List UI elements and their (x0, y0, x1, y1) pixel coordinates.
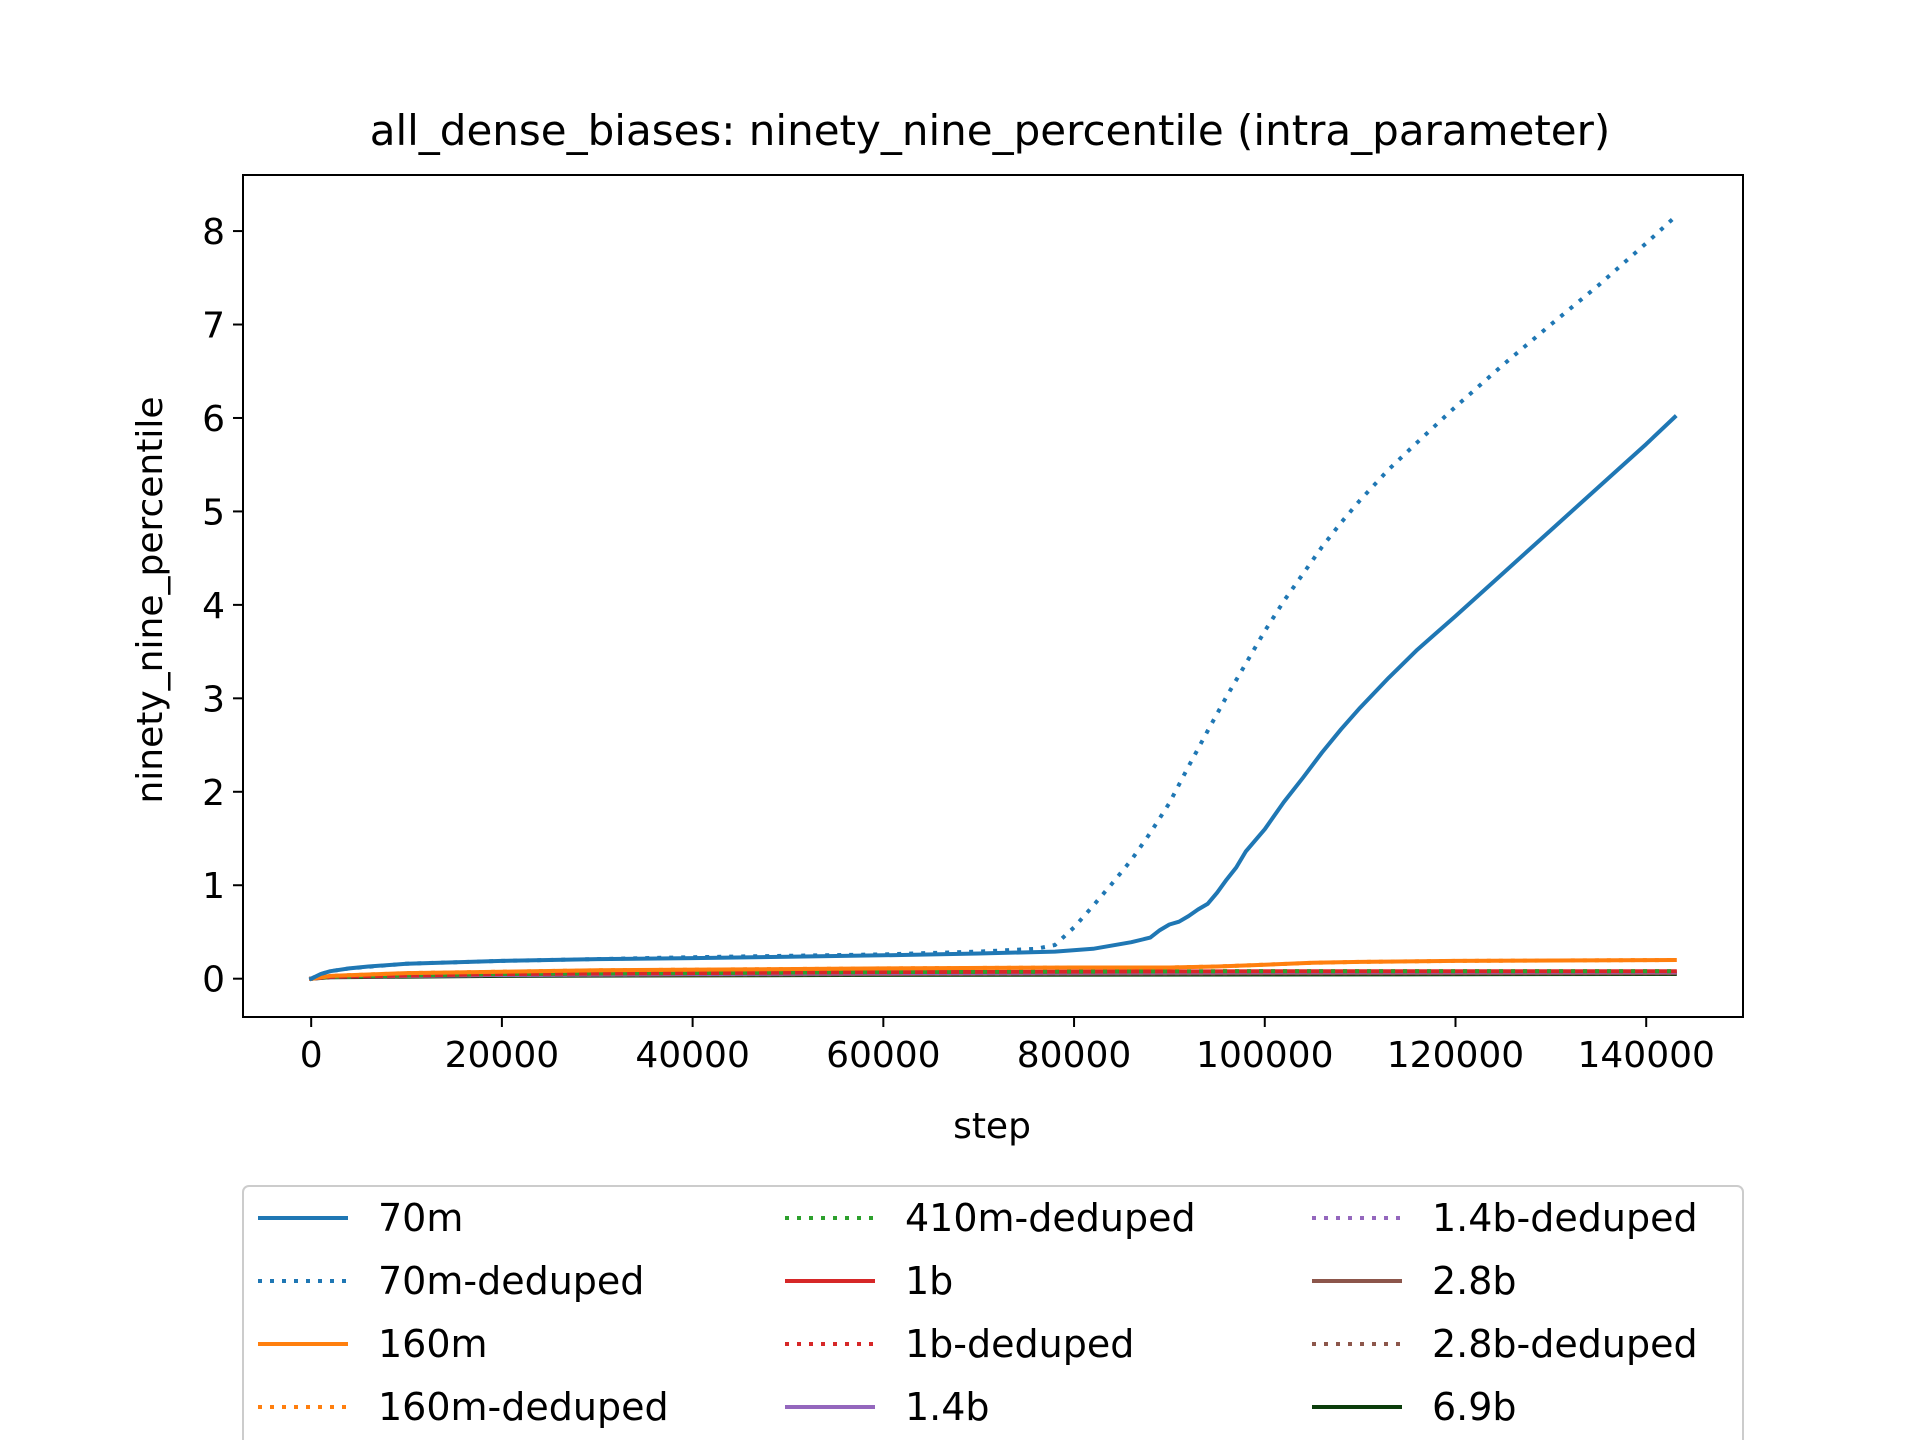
x-tick-label: 60000 (826, 1035, 941, 1076)
legend: 70m 70m-deduped 160m 160m-deduped 410m-dedup… (242, 1185, 1744, 1440)
series-line-70m-deduped (310, 215, 1677, 981)
x-tick-label: 140000 (1577, 1035, 1714, 1076)
y-tick-label: 2 (202, 773, 225, 814)
y-tick-label: 1 (202, 866, 225, 907)
series-layer (308, 215, 1678, 982)
y-axis: 0 1 2 3 4 5 6 7 8 (202, 212, 243, 1001)
legend-label: 70m-deduped (378, 1259, 644, 1303)
legend-label: 410m-deduped (905, 1196, 1196, 1240)
legend-label: 2.8b-deduped (1432, 1322, 1698, 1366)
legend-label: 70m (378, 1196, 463, 1240)
series-line-70m (308, 414, 1678, 982)
series-line-160m (308, 957, 1677, 981)
legend-label: 6.9b (1432, 1385, 1517, 1429)
legend-label: 160m (378, 1322, 488, 1366)
x-tick-label: 0 (300, 1035, 323, 1076)
x-tick-label: 80000 (1017, 1035, 1132, 1076)
y-tick-label: 6 (202, 399, 225, 440)
y-tick-label: 3 (202, 679, 225, 720)
y-axis-label: ninety_nine_percentile (130, 396, 171, 803)
legend-label: 1b (905, 1259, 953, 1303)
y-tick-label: 8 (202, 212, 225, 253)
legend-label: 2.8b (1432, 1259, 1517, 1303)
legend-label: 1.4b-deduped (1432, 1196, 1698, 1240)
legend-box (242, 1185, 1744, 1440)
x-tick-label: 100000 (1196, 1035, 1333, 1076)
x-tick-label: 40000 (635, 1035, 750, 1076)
x-tick-label: 120000 (1387, 1035, 1524, 1076)
plot-frame (242, 174, 1744, 1018)
legend-label: 160m-deduped (378, 1385, 669, 1429)
x-axis: 0 20000 40000 60000 80000 100000 120000 140000 (300, 1017, 1715, 1076)
y-tick-label: 0 (202, 960, 225, 1001)
y-tick-label: 4 (202, 586, 225, 627)
y-tick-label: 5 (202, 492, 225, 533)
x-axis-label: step (953, 1106, 1031, 1147)
chart-title: all_dense_biases: ninety_nine_percentile… (370, 106, 1611, 155)
y-tick-label: 7 (202, 306, 225, 347)
x-tick-label: 20000 (445, 1035, 560, 1076)
legend-label: 1.4b (905, 1385, 990, 1429)
legend-label: 1b-deduped (905, 1322, 1134, 1366)
